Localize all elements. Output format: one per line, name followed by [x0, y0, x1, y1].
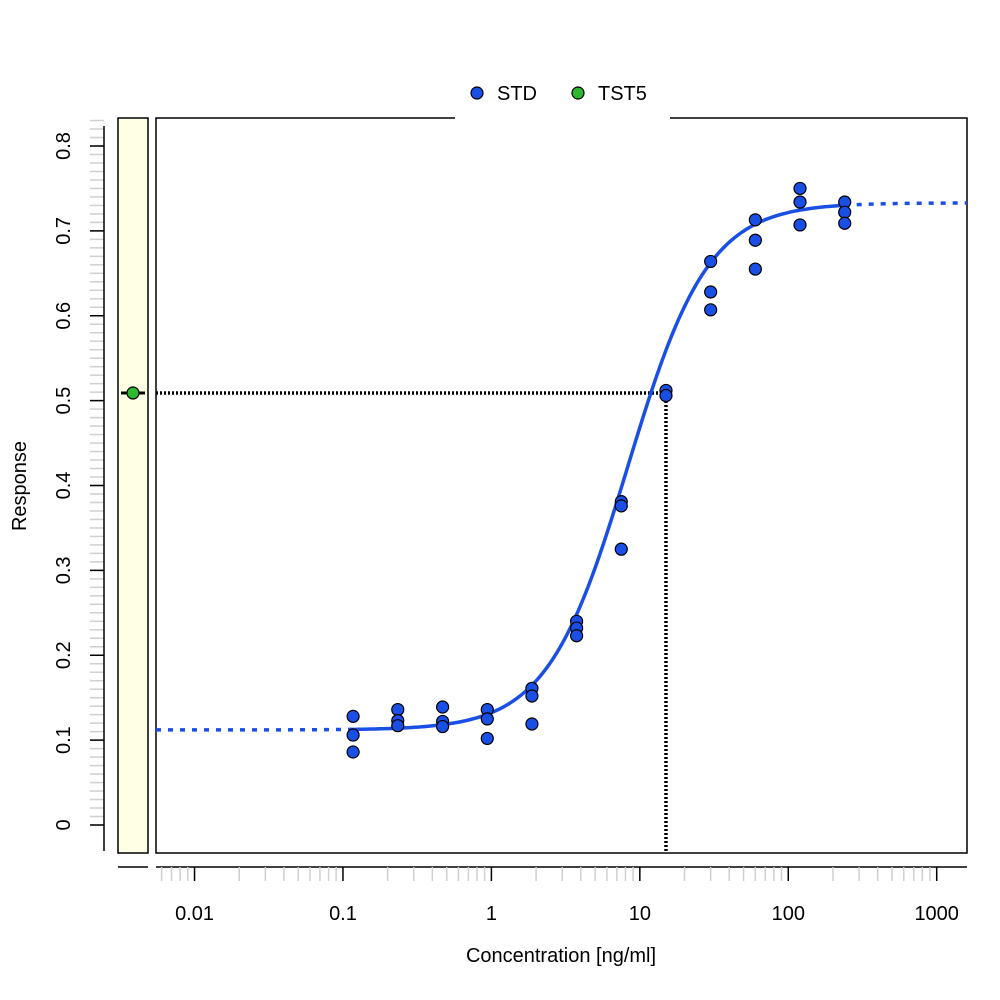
fit-curve-extrapolation-high	[844, 201, 967, 208]
data-point-std	[704, 303, 718, 317]
data-point-std	[525, 689, 539, 703]
data-point-std	[346, 728, 360, 742]
data-point-std	[659, 388, 673, 403]
data-point-std	[793, 195, 807, 209]
data-point-std	[614, 499, 628, 513]
data-point-std	[748, 233, 762, 247]
legend: STD TST5	[470, 83, 647, 105]
y-tick-label: 0.2	[53, 641, 75, 669]
x-tick-label: 0.01	[175, 903, 214, 925]
x-axis-label: Concentration [ng/ml]	[466, 945, 656, 967]
y-tick-label: 0.1	[53, 726, 75, 754]
data-point-std	[614, 542, 628, 556]
data-point-std	[793, 181, 807, 196]
data-point-std	[525, 717, 539, 731]
y-tick-label: 0.5	[53, 387, 75, 415]
data-point-tst5	[126, 386, 140, 400]
data-point-std	[346, 709, 360, 723]
x-axis: 0.01 0.1 1 10 100 1000	[118, 866, 967, 925]
data-point-std	[748, 262, 762, 276]
data-point-std	[391, 702, 405, 717]
x-tick-label: 10	[629, 903, 651, 925]
data-point-std	[480, 731, 494, 746]
y-tick-label: 0.7	[53, 217, 75, 245]
data-point-std	[391, 719, 405, 733]
legend-marker	[470, 86, 484, 100]
data-point-std	[480, 712, 494, 726]
y-tick-label: 0.3	[53, 556, 75, 584]
data-point-std	[793, 218, 807, 232]
y-tick-label: 0	[53, 819, 75, 830]
legend-marker	[571, 86, 585, 100]
data-point-std	[838, 205, 852, 219]
y-tick-label: 0.4	[53, 472, 75, 500]
data-point-std	[748, 213, 762, 227]
data-point-std	[838, 216, 852, 230]
y-tick-label: 0.8	[53, 132, 75, 160]
fit-curve-line	[353, 203, 845, 732]
x-tick-label: 0.1	[329, 903, 357, 925]
data-point-std	[704, 254, 718, 269]
fit-curve-extrapolation-low	[156, 727, 354, 732]
data-points	[126, 181, 852, 759]
legend-background	[455, 112, 670, 122]
x-tick-label: 1000	[914, 903, 959, 925]
y-axis: 0 0.1 0.2 0.3 0.4 0.5 0.6 0.7 0.8	[53, 119, 105, 851]
legend-label: TST5	[598, 83, 647, 105]
y-tick-label: 0.6	[53, 302, 75, 330]
data-point-std	[435, 719, 450, 734]
fit-curve	[156, 201, 967, 732]
data-point-std	[704, 285, 718, 299]
response-strip-panel	[117, 117, 149, 854]
x-tick-label: 100	[772, 903, 805, 925]
data-point-std	[346, 745, 360, 759]
interpolation-guides	[121, 391, 668, 853]
y-axis-label: Response	[9, 441, 31, 531]
legend-label: STD	[497, 83, 537, 105]
data-point-std	[435, 700, 450, 714]
data-point-std	[570, 629, 584, 643]
x-tick-label: 1	[486, 903, 497, 925]
